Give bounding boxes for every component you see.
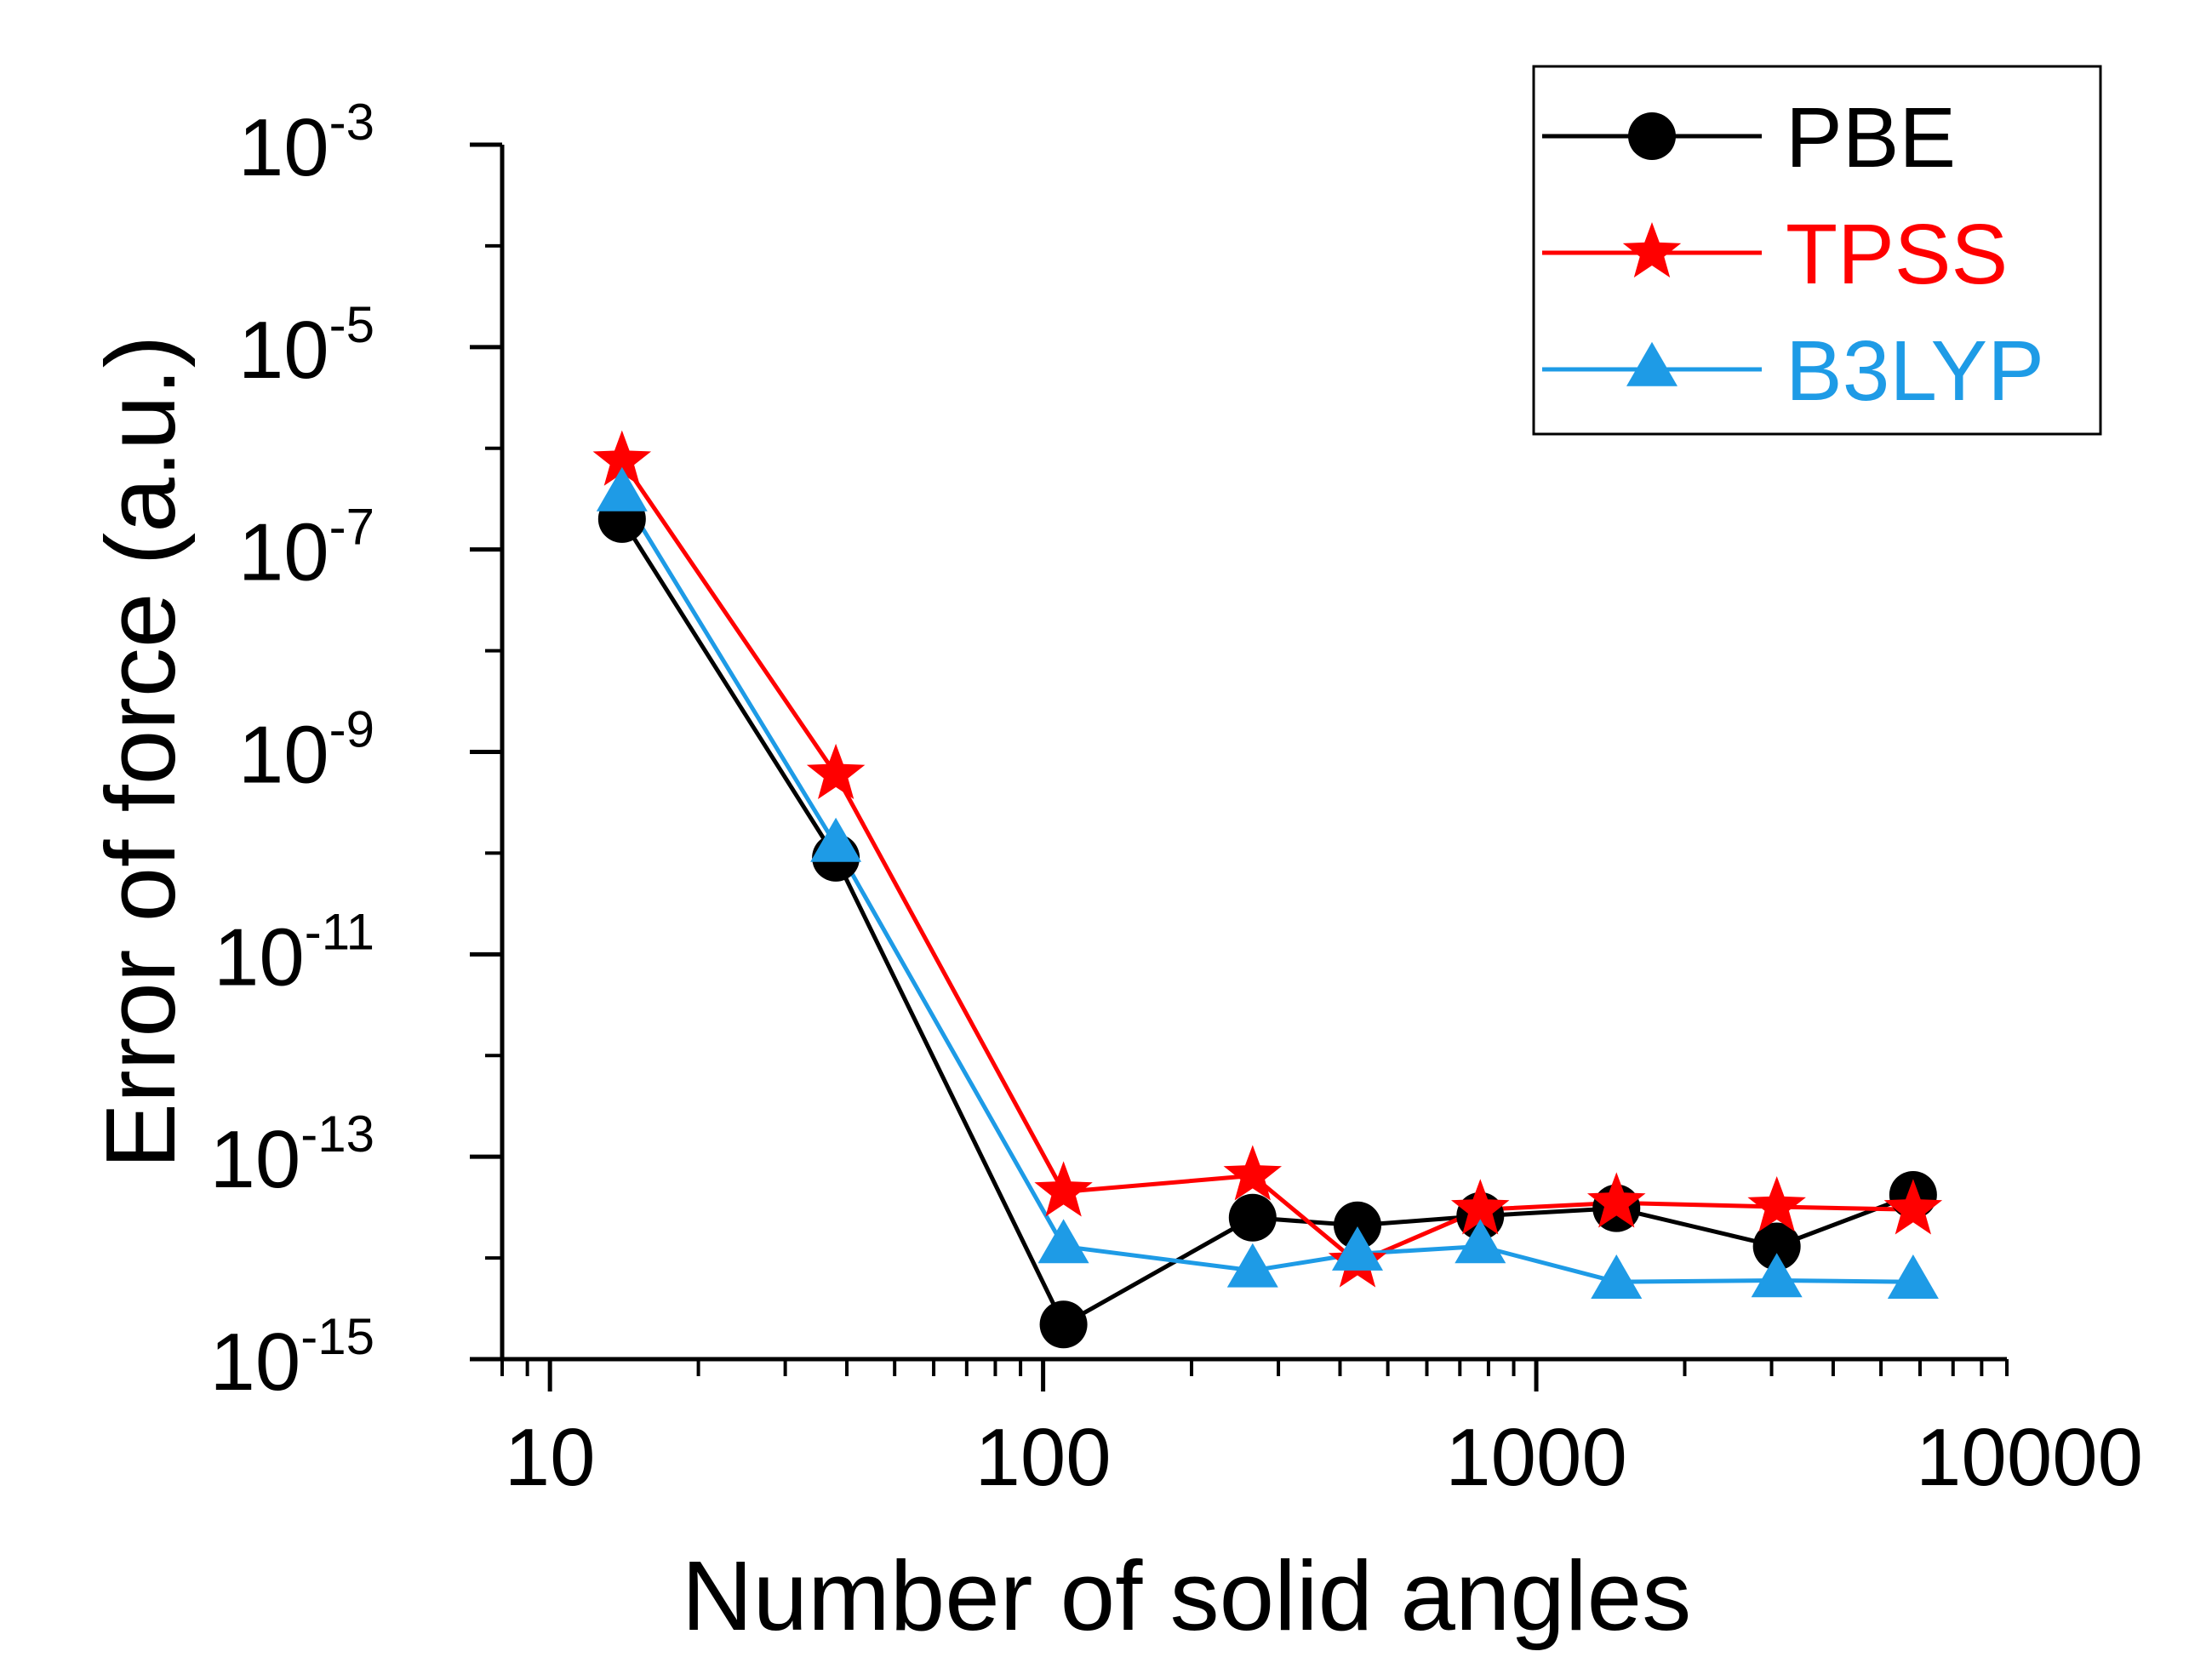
- data-point-pbe: [1228, 1193, 1277, 1242]
- data-point-b3lyp: [1226, 1243, 1278, 1288]
- data-point-tpss: [1034, 1161, 1093, 1217]
- legend-marker-b3lyp: [1626, 341, 1677, 386]
- data-point-tpss: [592, 430, 652, 486]
- legend-label-b3lyp: B3LYP: [1786, 323, 2044, 419]
- data-point-b3lyp: [1887, 1254, 1939, 1299]
- data-point-b3lyp: [1332, 1226, 1384, 1271]
- y-tick-label: 10-13: [210, 1106, 375, 1205]
- legend-label-tpss: TPSS: [1786, 207, 2008, 302]
- x-tick-label: 100: [975, 1412, 1112, 1503]
- data-point-b3lyp: [1455, 1219, 1506, 1264]
- data-point-b3lyp: [1037, 1219, 1089, 1264]
- y-tick-label: 10-9: [238, 701, 374, 801]
- data-point-b3lyp: [596, 466, 648, 511]
- legend-label-pbe: PBE: [1786, 90, 1956, 186]
- data-point-tpss: [806, 743, 866, 799]
- x-tick-label: 10: [505, 1412, 596, 1503]
- data-point-b3lyp: [810, 817, 862, 862]
- y-tick-label: 10-5: [238, 296, 374, 396]
- x-axis-title: Number of solid angles: [682, 1540, 1691, 1651]
- legend-marker-pbe: [1628, 112, 1676, 160]
- data-point-pbe: [1039, 1300, 1088, 1349]
- y-tick-label: 10-7: [238, 499, 374, 598]
- data-point-b3lyp: [1591, 1254, 1643, 1299]
- data-point-tpss: [1747, 1176, 1806, 1232]
- x-tick-label: 10000: [1916, 1412, 2143, 1503]
- y-tick-label: 10-11: [214, 903, 374, 1003]
- x-tick-label: 1000: [1445, 1412, 1627, 1503]
- data-point-pbe: [1334, 1201, 1382, 1249]
- data-point-tpss: [1883, 1179, 1943, 1235]
- legend-box: [1532, 65, 2102, 436]
- data-point-tpss: [1451, 1179, 1510, 1235]
- data-point-tpss: [1223, 1145, 1282, 1201]
- y-axis-title: Error of force (a.u.): [85, 335, 196, 1169]
- y-tick-label: 10-15: [210, 1308, 375, 1408]
- y-tick-label: 10-3: [238, 94, 374, 193]
- data-point-tpss: [1587, 1172, 1646, 1228]
- series-line-b3lyp: [620, 493, 1913, 1284]
- data-point-pbe: [1752, 1222, 1801, 1271]
- data-point-b3lyp: [1751, 1253, 1803, 1298]
- legend-marker-tpss: [1622, 222, 1682, 278]
